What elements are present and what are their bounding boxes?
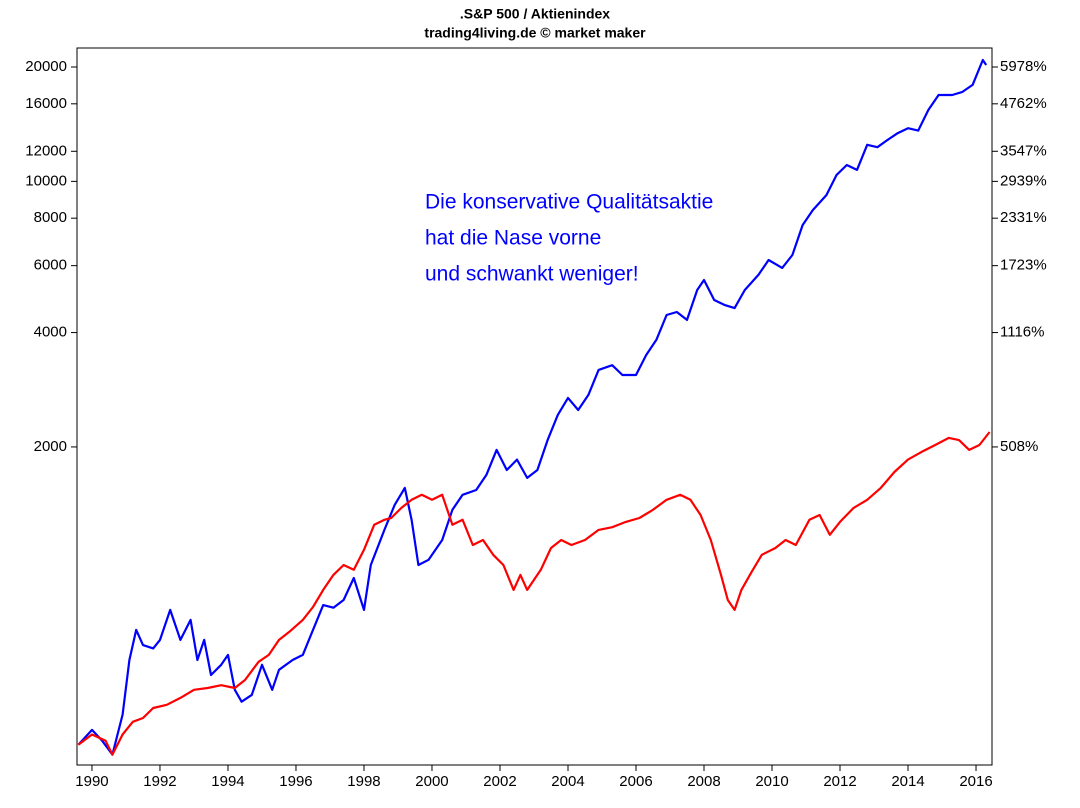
x-tick-label: 2006 <box>619 773 652 790</box>
data-line <box>77 431 991 756</box>
y-tick-label: 10000 <box>25 172 67 189</box>
y-tick-label: 8000 <box>34 209 67 226</box>
y-tick-label: 6000 <box>34 257 67 274</box>
y2-tick-label: 508% <box>1000 438 1038 455</box>
y2-tick-label: 1723% <box>1000 257 1047 274</box>
chart-subtitle: trading4living.de © market maker <box>424 25 646 41</box>
x-tick-label: 1994 <box>211 773 244 790</box>
x-tick-label: 2016 <box>959 773 992 790</box>
y-tick-label: 12000 <box>25 142 67 159</box>
y-tick-label: 4000 <box>34 324 67 341</box>
x-tick-label: 1996 <box>279 773 312 790</box>
annotation: hat die Nase vorne <box>425 227 601 250</box>
y2-tick-label: 1116% <box>1000 324 1044 341</box>
y-tick-label: 16000 <box>25 95 67 112</box>
x-tick-label: 2014 <box>891 773 924 790</box>
plot-frame <box>76 47 993 766</box>
x-tick-label: 1990 <box>75 773 108 790</box>
annotation: Die konservative Qualitätsaktie <box>425 191 713 214</box>
y2-tick-label: 3547% <box>1000 142 1047 159</box>
y2-tick-label: 5978% <box>1000 58 1047 75</box>
x-tick-label: 2004 <box>551 773 584 790</box>
x-tick-label: 1992 <box>143 773 176 790</box>
y2-tick-label: 4762% <box>1000 95 1047 112</box>
annotation: und schwankt weniger! <box>425 263 639 286</box>
data-line <box>77 58 988 756</box>
x-tick-label: 1998 <box>347 773 380 790</box>
x-tick-label: 2012 <box>823 773 856 790</box>
x-tick-label: 2010 <box>755 773 788 790</box>
x-tick-label: 2000 <box>415 773 448 790</box>
y-tick-label: 2000 <box>34 438 67 455</box>
chart-title: .S&P 500 / Aktienindex <box>460 6 610 22</box>
y2-tick-label: 2331% <box>1000 209 1047 226</box>
y-tick-label: 20000 <box>25 58 67 75</box>
x-tick-label: 2008 <box>687 773 720 790</box>
x-tick-label: 2002 <box>483 773 516 790</box>
y2-tick-label: 2939% <box>1000 172 1047 189</box>
